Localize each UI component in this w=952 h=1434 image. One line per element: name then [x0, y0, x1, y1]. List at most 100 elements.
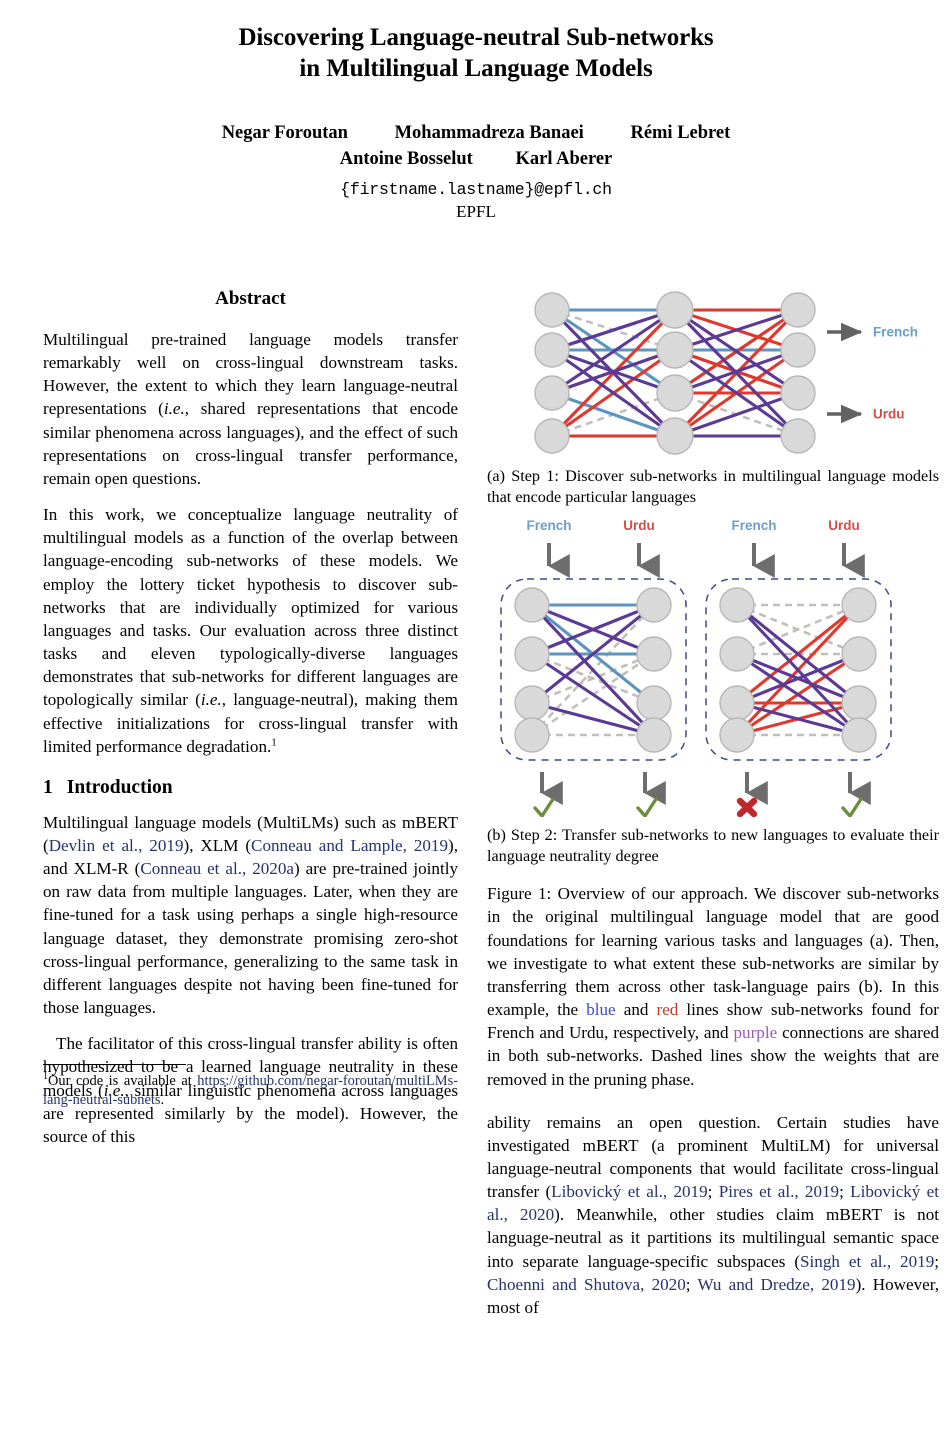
footnote-block: 1Our code is available at https://github…: [43, 1064, 458, 1110]
author-email: {firstname.lastname}@epfl.ch: [340, 179, 612, 199]
intro-paragraph-2: The facilitator of this cross-lingual tr…: [43, 1032, 458, 1148]
figcap-blue-word: blue: [586, 1000, 616, 1020]
language-label-french: French: [873, 325, 918, 340]
figure-subfigure-b-diagram: French Urdu French Urdu: [500, 518, 892, 818]
abstract-p1-text-b: , shared representations that encode sim…: [43, 399, 458, 488]
neuron-node: [534, 332, 570, 368]
subnetwork-box-right: [705, 578, 892, 761]
title-line-1: Discovering Language-neutral Sub-network…: [238, 24, 714, 51]
neuron-node: [656, 291, 694, 329]
intro-paragraph-1: Multilingual language models (MultiLMs) …: [43, 811, 458, 1019]
neuron-node: [534, 375, 570, 411]
intro-p1-text-2: ), XLM (: [183, 835, 252, 855]
neuron-node: [841, 717, 877, 753]
neuron-node: [636, 685, 672, 721]
check-icon: [636, 797, 658, 818]
intro-p2-italic: i.e.: [103, 1080, 125, 1100]
neuron-node: [514, 717, 550, 753]
left-column: Abstract Multilingual pre-trained langua…: [43, 288, 458, 1161]
neuron-node: [780, 332, 816, 368]
neuron-node: [534, 292, 570, 328]
figcap-text-2: and: [615, 1000, 657, 1020]
citation-link[interactable]: Conneau et al., 2020a: [140, 859, 294, 879]
rc-text-1: ability remains an open question. Certai…: [487, 1112, 939, 1202]
neuron-node: [514, 685, 550, 721]
paper-header: Discovering Language-neutral Sub-network…: [0, 0, 952, 222]
citation-link[interactable]: Libovický et al., 2020: [487, 1182, 939, 1225]
neuron-node: [841, 685, 877, 721]
figure-subfigure-a-diagram: French Urdu: [534, 291, 918, 455]
neuron-node: [656, 374, 694, 412]
affiliation: EPFL: [456, 201, 496, 221]
citation-link[interactable]: Conneau and Lample, 2019: [251, 835, 449, 855]
rc-sep-3: ;: [934, 1251, 939, 1271]
neuron-node: [636, 717, 672, 753]
neuron-node: [719, 636, 755, 672]
figure-1: French Urdu (a) Step 1: Discover sub-net…: [487, 288, 939, 1091]
footnote-1: 1Our code is available at https://github…: [43, 1072, 458, 1109]
figure-subcaption-a: (a) Step 1: Discover sub-networks in mul…: [487, 467, 939, 506]
subnetwork-edges-layer-2: [673, 308, 800, 438]
author-name: Negar Foroutan: [221, 123, 348, 143]
cross-icon: [736, 797, 758, 818]
language-label-urdu: Urdu: [828, 518, 860, 533]
right-column: French Urdu (a) Step 1: Discover sub-net…: [487, 288, 939, 1332]
footnote-url-link[interactable]: https://github.com/negar-foroutan/multiL…: [43, 1073, 458, 1109]
section-number: 1: [43, 776, 53, 798]
figcap-red-word: red: [656, 1000, 679, 1020]
rc-sep-1: ;: [707, 1182, 719, 1202]
intro-p2-text-b: , similar linguistic phenomena across la…: [43, 1080, 458, 1146]
author-row-2: Antoine Bosselut Karl Aberer: [0, 146, 952, 172]
abstract-p1-text-a: Multilingual pre-trained language models…: [43, 330, 458, 419]
right-column-paragraph-1: ability remains an open question. Certai…: [487, 1111, 939, 1319]
footnote-text-a: Our code is available at: [48, 1073, 198, 1090]
figcap-text-1: Figure 1: Overview of our approach. We d…: [487, 884, 939, 1020]
figcap-text-3: lines show sub-networks found for French…: [487, 1000, 939, 1043]
footnote-marker[interactable]: 1: [271, 735, 277, 748]
intro-p1-text-4: ) are pre-trained jointly on raw data fr…: [43, 859, 459, 1018]
citation-link[interactable]: Pires et al., 2019: [718, 1182, 840, 1202]
neuron-node: [841, 636, 877, 672]
subnetwork-edges-layer-1: [550, 308, 677, 438]
neuron-node: [636, 636, 672, 672]
neuron-node: [656, 331, 694, 369]
neuron-node: [514, 587, 550, 623]
title-line-2: in Multilingual Language Models: [299, 55, 653, 82]
neuron-node: [656, 417, 694, 455]
neuron-node: [780, 292, 816, 328]
language-label-urdu: Urdu: [873, 407, 905, 422]
rc-sep-2: ;: [839, 1182, 851, 1202]
citation-link[interactable]: Libovický et al., 2019: [551, 1182, 708, 1202]
neuron-node: [719, 685, 755, 721]
author-row-1: Negar Foroutan Mohammadreza Banaei Rémi …: [0, 120, 952, 146]
footnote-rule: [43, 1064, 186, 1066]
abstract-paragraph-2: In this work, we conceptualize language …: [43, 503, 458, 758]
author-list: Negar Foroutan Mohammadreza Banaei Rémi …: [0, 120, 952, 222]
author-name: Antoine Bosselut: [339, 149, 473, 170]
figure-caption: Figure 1: Overview of our approach. We d…: [487, 882, 939, 1090]
page-title: Discovering Language-neutral Sub-network…: [0, 22, 952, 84]
section-title: Introduction: [66, 776, 173, 798]
intro-p1-text-1: Multilingual language models (MultiLMs) …: [43, 812, 458, 855]
citation-link[interactable]: Wu and Dredze, 2019: [697, 1274, 856, 1294]
figure-subcaption-b: (b) Step 2: Transfer sub-networks to new…: [487, 826, 939, 865]
neuron-node: [514, 636, 550, 672]
language-label-urdu: Urdu: [623, 518, 655, 533]
network-nodes-right-box: [719, 587, 877, 753]
neuron-node: [719, 717, 755, 753]
figcap-text-4: connections are shared in both sub-netwo…: [487, 1023, 940, 1089]
abstract-p2-text-b: , language-neutral), making them effecti…: [43, 690, 458, 756]
neuron-node: [841, 587, 877, 623]
neuron-node: [780, 418, 816, 454]
author-name: Karl Aberer: [515, 149, 613, 170]
citation-link[interactable]: Devlin et al., 2019: [48, 835, 184, 855]
abstract-p2-italic: i.e.: [200, 690, 222, 710]
author-name: Mohammadreza Banaei: [394, 123, 584, 143]
language-label-french: French: [526, 518, 571, 533]
abstract-p1-italic: i.e.: [163, 399, 185, 419]
citation-link[interactable]: Singh et al., 2019: [800, 1251, 935, 1271]
abstract-heading: Abstract: [215, 288, 286, 309]
intro-p1-text-3: ), and XLM-R (: [43, 835, 458, 879]
citation-link[interactable]: Choenni and Shutova, 2020: [487, 1274, 686, 1294]
neuron-node: [534, 418, 570, 454]
